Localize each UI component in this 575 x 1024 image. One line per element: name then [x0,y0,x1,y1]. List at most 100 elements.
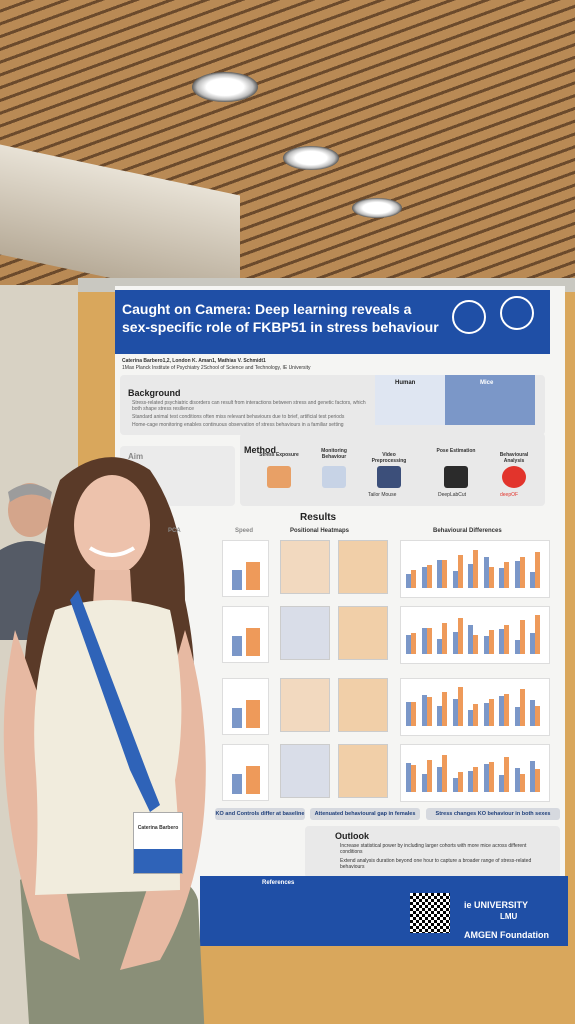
method-tool: deepOF [500,492,519,498]
method-step: Video Preprocessing [371,452,407,464]
behaviour-bar [483,703,489,726]
results-column-heading: Speed [235,528,254,534]
method-step: Pose Estimation [436,448,476,454]
mice-panel [445,375,535,425]
behaviour-bar [530,761,535,792]
behaviour-bar [457,618,463,654]
behaviour-bar [514,707,520,726]
behaviour-bar [530,633,535,654]
method-icon [267,466,291,488]
affiliation: 1Max Planck Institute of Psychiatry 2Sch… [122,365,311,371]
behaviour-bar [530,700,535,726]
heatmap [280,678,330,732]
human-panel [375,375,445,425]
finding: Stress changes KO behaviour in both sexe… [426,808,560,820]
speed-bar [232,570,242,590]
finding: Attenuated behavioural gap in females [310,808,420,820]
panel-label: Mice [480,380,494,386]
behaviour-bar [535,552,540,588]
behaviour-bar [406,763,411,792]
behaviour-bar [514,561,520,588]
behaviour-bar [421,695,427,726]
logo [452,300,486,334]
method-tool: DeepLabCut [438,492,467,498]
speed-plot [222,606,269,663]
qr-code [410,893,450,933]
finding: KO and Controls differ at baseline [215,808,305,820]
behaviour-bar [437,560,442,588]
behaviour-bar [519,774,525,792]
method-step: Monitoring Behaviour [321,448,347,460]
behaviour-bar [473,635,478,654]
method-step: Behavioural Analysis [499,452,529,464]
bullet: Increase statistical power by including … [340,843,527,855]
behaviour-bar [457,687,463,726]
behaviour-bar [468,710,473,726]
behaviour-bar [488,699,494,726]
behaviour-bar [499,629,504,654]
section-heading: Background [128,388,181,398]
badge-band [134,849,182,873]
ceiling-light [352,198,402,218]
behaviour-bar [499,775,504,792]
logo-text: ie UNIVERSITY [464,900,529,910]
behaviour-bar [411,765,416,792]
results-column-heading: Behavioural Differences [433,528,502,534]
behaviour-bar [535,706,540,726]
behaviour-bar [457,555,463,588]
behaviour-bar [426,565,432,588]
section-heading: Method [244,445,276,455]
behaviour-bar [421,567,427,588]
behaviour-bar [519,620,525,654]
method-icon [444,466,468,488]
neck [93,570,132,605]
smile [88,546,136,557]
behaviour-bar [437,639,442,654]
behaviour-bar [442,623,447,654]
behaviour-bar [442,755,447,792]
behaviour-bar [426,760,432,792]
behaviour-bar [488,630,494,654]
behaviour-bar [406,635,411,654]
behaviour-bar [406,702,411,726]
behaviour-bar [452,571,458,588]
behaviour-bar [535,769,540,792]
speed-plot [222,540,269,597]
behaviour-bar [514,768,520,792]
authors: Caterina Barbero1,2, London K. Aman1, Ma… [122,358,266,364]
title-line: sex-specific role of FKBP51 in stress be… [122,319,439,335]
heatmap [280,540,330,594]
behaviour-bar [426,697,432,726]
behaviour-bar [421,774,427,792]
speed-bar [246,562,260,590]
behaviour-bar [437,767,442,792]
behaviour-bar [488,567,494,588]
behaviour-bar [452,699,458,726]
speed-bar [246,766,260,794]
ceiling-light [283,146,339,170]
logo [500,296,534,330]
title-line: Caught on Camera: Deep learning reveals … [122,301,412,317]
behaviour-bar [457,772,463,792]
badge: Caterina Barbero [133,812,183,874]
bullet: Extend analysis duration beyond one hour… [340,858,532,870]
face [74,475,150,575]
speed-bar [232,636,242,656]
outlook-box [305,826,560,878]
behaviour-bar [426,628,432,654]
behaviour-bar [514,640,520,654]
behaviour-bar [468,771,473,792]
behaviour-bar [504,757,509,792]
speed-bar [246,700,260,728]
behaviour-bar [452,778,458,792]
logo-text: AMGEN Foundation [464,930,549,940]
behaviour-bar [452,632,458,654]
behaviour-bar [499,568,504,588]
behaviour-bar [483,636,489,654]
ceiling-light [192,72,258,102]
people [0,457,206,1024]
behaviour-bar [519,689,525,726]
behaviour-bar [535,615,540,654]
behaviour-bar [411,702,416,726]
behaviour-bar [473,704,478,726]
